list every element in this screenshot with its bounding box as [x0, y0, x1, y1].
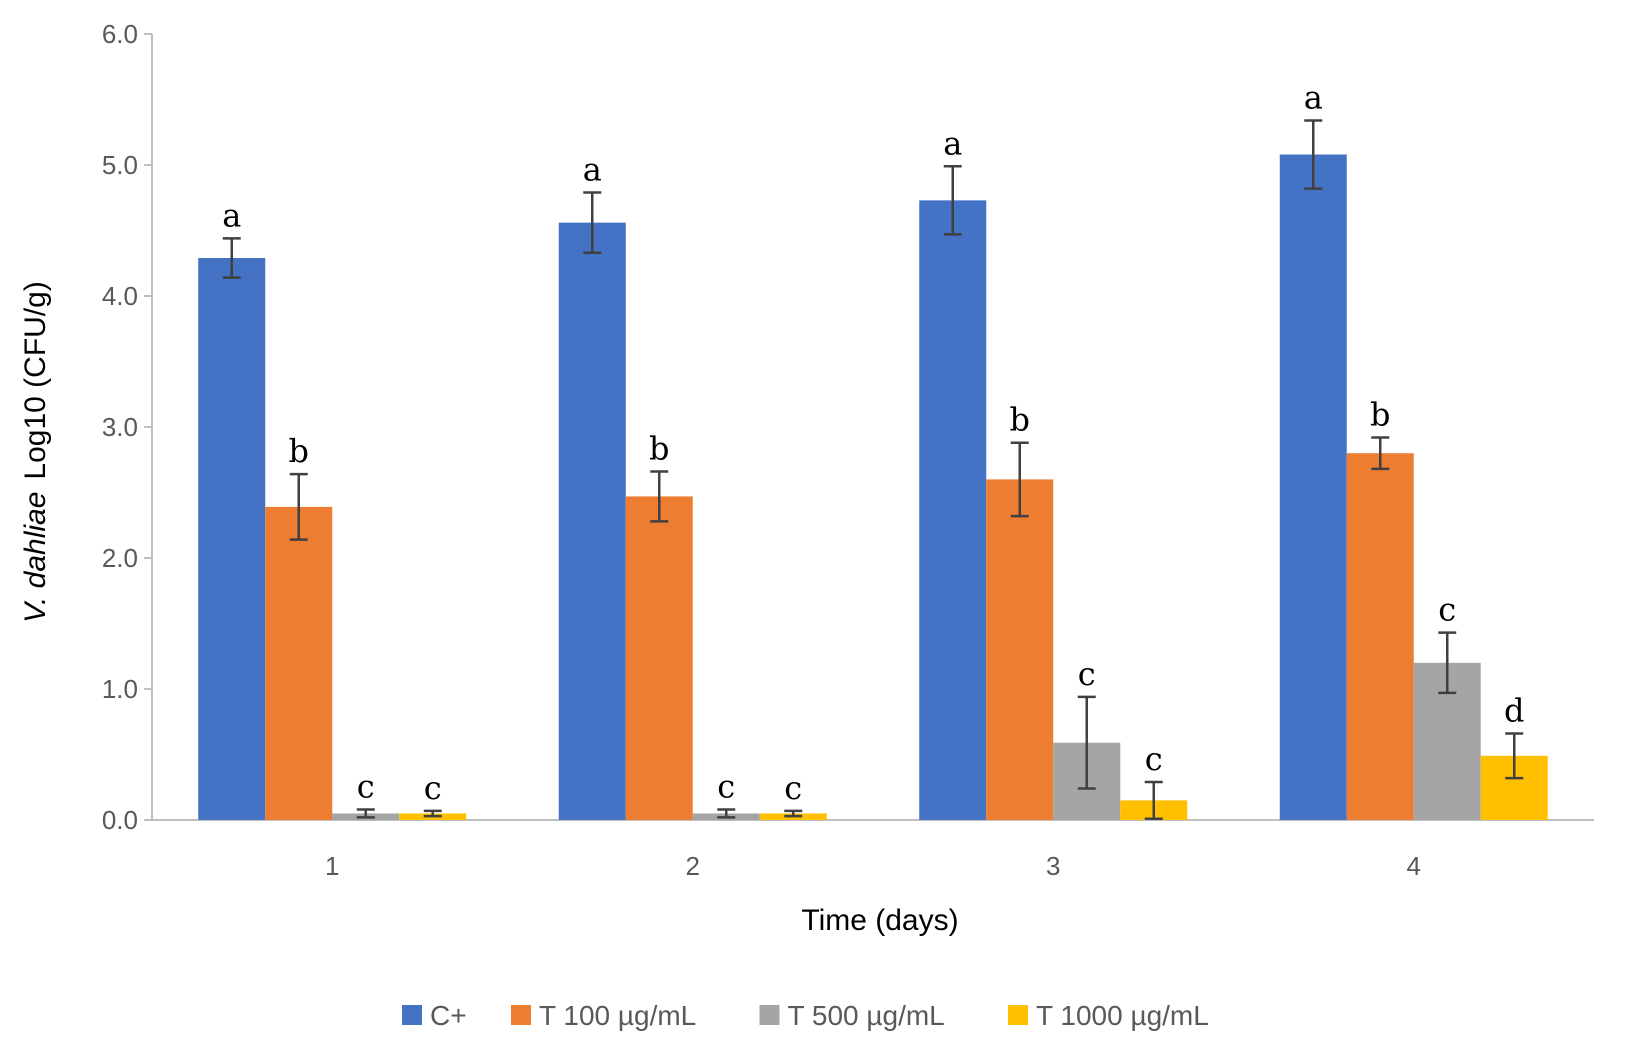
y-tick-label: 1.0 — [102, 674, 138, 704]
significance-labels-group: a b c c a b c c a b c c a b c d — [222, 78, 1524, 806]
significance-label: d — [1504, 692, 1524, 730]
x-tick-label: 1 — [325, 851, 339, 881]
bars-group — [198, 154, 1548, 820]
significance-label: b — [1370, 395, 1390, 433]
significance-label: b — [649, 430, 669, 468]
error-bar — [943, 165, 962, 236]
x-tick-label: 3 — [1046, 851, 1060, 881]
legend-item: T 1000 µg/mL — [1008, 1000, 1209, 1031]
error-bar — [717, 808, 736, 819]
legend-swatch — [1008, 1005, 1028, 1025]
bar — [265, 506, 333, 820]
y-tick-label: 4.0 — [102, 281, 138, 311]
x-axis-title: Time (days) — [801, 904, 958, 937]
bar — [558, 222, 626, 820]
error-bar — [423, 809, 442, 818]
legend-item: C+ — [402, 1000, 467, 1031]
significance-label: c — [1145, 740, 1163, 778]
significance-label: a — [583, 151, 602, 189]
legend-label: T 1000 µg/mL — [1036, 1000, 1209, 1031]
y-axis-title-species: V. dahliae — [19, 492, 52, 623]
bar — [986, 479, 1054, 820]
significance-label: c — [717, 768, 735, 806]
error-bar — [1371, 436, 1390, 471]
legend-label: T 500 µg/mL — [788, 1000, 945, 1031]
significance-label: a — [222, 196, 241, 234]
legend-swatch — [402, 1005, 422, 1025]
bar — [625, 496, 693, 820]
legend-label: C+ — [430, 1000, 467, 1031]
bar — [919, 200, 987, 820]
y-tick-label: 5.0 — [102, 150, 138, 180]
legend: C+ T 100 µg/mL T 500 µg/mL T 1000 µg/mL — [402, 1000, 1209, 1031]
error-bar — [222, 237, 241, 279]
legend-item: T 500 µg/mL — [759, 1000, 945, 1031]
y-tick-label: 3.0 — [102, 412, 138, 442]
legend-swatch — [759, 1005, 780, 1025]
y-tick-label: 2.0 — [102, 543, 138, 573]
significance-label: c — [1438, 591, 1456, 629]
bar — [1279, 154, 1347, 820]
significance-label: a — [1304, 78, 1323, 116]
x-tick-label: 2 — [686, 851, 700, 881]
legend-swatch — [511, 1005, 531, 1025]
significance-label: c — [424, 769, 442, 807]
y-axis-title: V. dahliae Log10 (CFU/g) — [19, 281, 52, 623]
error-bar — [289, 472, 308, 541]
bar — [198, 258, 266, 820]
significance-label: c — [357, 768, 375, 806]
error-bars-group — [222, 119, 1524, 820]
error-bar — [650, 470, 669, 523]
significance-label: b — [289, 432, 309, 470]
error-bar — [583, 191, 602, 255]
error-bar — [1010, 441, 1029, 518]
error-bar — [1438, 631, 1457, 695]
y-tick-label: 0.0 — [102, 805, 138, 835]
bar — [1346, 453, 1414, 820]
error-bar — [784, 809, 803, 818]
significance-label: c — [1078, 655, 1096, 693]
error-bar — [1505, 732, 1524, 780]
y-tick-label: 6.0 — [102, 19, 138, 49]
x-tick-label: 4 — [1407, 851, 1421, 881]
significance-label: a — [943, 124, 962, 162]
significance-label: c — [784, 769, 802, 807]
error-bar — [1077, 695, 1096, 790]
error-bar — [356, 808, 375, 819]
significance-label: b — [1010, 401, 1030, 439]
error-bar — [1144, 780, 1163, 820]
y-axis-title-unit: Log10 (CFU/g) — [19, 281, 52, 479]
error-bar — [1304, 119, 1323, 190]
legend-label: T 100 µg/mL — [539, 1000, 696, 1031]
legend-item: T 100 µg/mL — [511, 1000, 696, 1031]
